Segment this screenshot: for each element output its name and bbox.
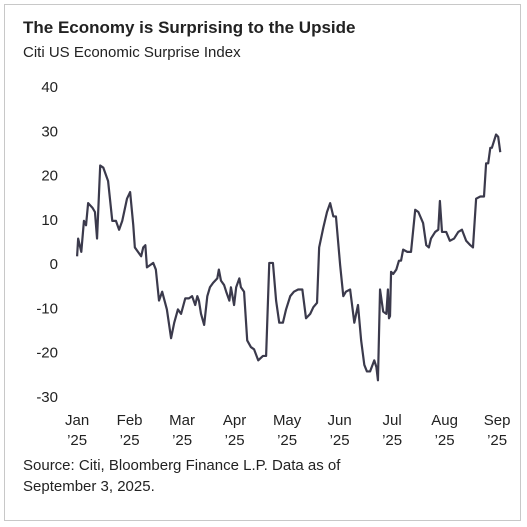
y-tick-label: 10 (41, 212, 58, 229)
x-tick-label: Jun ’25 (328, 412, 352, 449)
line-series (76, 133, 502, 382)
x-tick-label: Sep ’25 (484, 412, 511, 449)
y-tick-label: -30 (36, 389, 58, 406)
frame (4, 4, 521, 521)
chart-subtitle: Citi US Economic Surprise Index (23, 44, 241, 61)
y-tick-label: 20 (41, 168, 58, 185)
y-tick-label: 40 (41, 79, 58, 96)
x-tick-label: Jan ’25 (65, 412, 89, 449)
x-tick-label: Aug ’25 (431, 412, 458, 449)
x-tick-label: Feb ’25 (117, 412, 143, 449)
y-tick-label: -20 (36, 345, 58, 362)
y-tick-label: -10 (36, 300, 58, 317)
x-tick-label: Jul ’25 (382, 412, 402, 449)
y-tick-label: 0 (50, 256, 58, 273)
y-tick-label: 30 (41, 123, 58, 140)
x-tick-label: Apr ’25 (223, 412, 246, 449)
x-tick-label: May ’25 (273, 412, 302, 449)
chart-title: The Economy is Surprising to the Upside (23, 18, 356, 37)
source-note: Source: Citi, Bloomberg Finance L.P. Dat… (23, 457, 341, 495)
x-tick-label: Mar ’25 (169, 412, 195, 449)
